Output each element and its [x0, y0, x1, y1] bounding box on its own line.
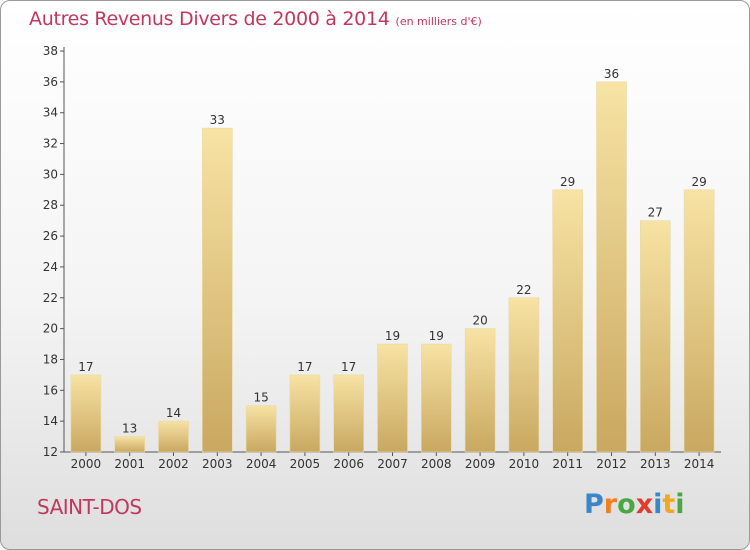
bar — [333, 374, 365, 453]
x-tick-label: 2004 — [246, 457, 277, 471]
x-tick-label: 2008 — [421, 457, 452, 471]
x-tick-label: 2009 — [465, 457, 496, 471]
bar — [639, 220, 671, 453]
logo-letter: x — [635, 489, 654, 520]
data-label: 33 — [210, 113, 225, 127]
proxiti-logo: Proxiti — [584, 489, 685, 520]
data-label: 14 — [166, 406, 181, 420]
data-label: 15 — [253, 391, 268, 405]
y-tick-label: 32 — [43, 137, 58, 151]
bar — [70, 374, 102, 453]
y-tick-label: 12 — [43, 445, 58, 459]
logo-letter: o — [617, 489, 636, 520]
x-tick-label: 2007 — [377, 457, 408, 471]
y-tick-label: 28 — [43, 198, 58, 212]
x-tick-label: 2010 — [509, 457, 540, 471]
x-tick-label: 2000 — [71, 457, 102, 471]
data-label: 22 — [516, 283, 531, 297]
bar — [508, 297, 540, 453]
logo-letter: r — [603, 489, 618, 520]
bar — [377, 343, 408, 453]
y-tick-label: 36 — [43, 75, 58, 89]
y-tick-label: 30 — [43, 167, 58, 181]
bar — [420, 343, 452, 453]
y-tick-label: 20 — [43, 322, 58, 336]
data-label: 20 — [472, 314, 487, 328]
x-tick-label: 2011 — [552, 457, 583, 471]
data-label: 19 — [429, 329, 444, 343]
y-tick-label: 18 — [43, 352, 58, 366]
data-label: 13 — [122, 422, 137, 436]
bar — [202, 127, 233, 453]
data-label: 29 — [691, 175, 706, 189]
bar — [596, 81, 627, 453]
chart-title-text: Autres Revenus Divers de 2000 à 2014 — [29, 8, 390, 30]
bar — [464, 328, 496, 453]
bar — [552, 189, 584, 453]
data-label: 17 — [341, 360, 356, 374]
y-tick-label: 38 — [43, 44, 58, 58]
logo-letter: i — [653, 489, 663, 520]
logo-letter: i — [675, 489, 685, 520]
y-tick-label: 34 — [43, 106, 58, 120]
x-tick-label: 2006 — [333, 457, 364, 471]
data-label: 27 — [648, 206, 663, 220]
town-name: SAINT-DOS — [37, 495, 142, 519]
y-tick-label: 26 — [43, 229, 58, 243]
data-label: 19 — [385, 329, 400, 343]
chart-data-labels: 17 13 14 33 15 17 17 19 19 20 22 29 36 27 29 — [78, 67, 706, 436]
y-tick-label: 16 — [43, 383, 58, 397]
bar — [289, 374, 321, 453]
x-tick-label: 2003 — [202, 457, 233, 471]
y-tick-label: 22 — [43, 291, 58, 305]
bar — [114, 436, 145, 453]
x-tick-label: 2001 — [114, 457, 145, 471]
data-label: 29 — [560, 175, 575, 189]
x-tick-label: 2005 — [290, 457, 321, 471]
bar — [683, 189, 715, 453]
y-tick-label: 24 — [43, 260, 58, 274]
x-tick-label: 2002 — [158, 457, 189, 471]
chart-bars — [70, 81, 715, 453]
bar — [245, 405, 277, 453]
y-tick-label: 14 — [43, 414, 58, 428]
x-tick-label: 2012 — [596, 457, 627, 471]
data-label: 17 — [78, 360, 93, 374]
chart-title: Autres Revenus Divers de 2000 à 2014 (en … — [29, 8, 482, 30]
x-tick-label: 2013 — [640, 457, 671, 471]
data-label: 36 — [604, 67, 619, 81]
data-label: 17 — [297, 360, 312, 374]
logo-letter: t — [662, 489, 676, 520]
logo-letter: P — [584, 489, 604, 520]
chart-title-unit: (en milliers d'€) — [395, 15, 482, 28]
x-tick-label: 2014 — [684, 457, 715, 471]
bar — [158, 420, 189, 453]
